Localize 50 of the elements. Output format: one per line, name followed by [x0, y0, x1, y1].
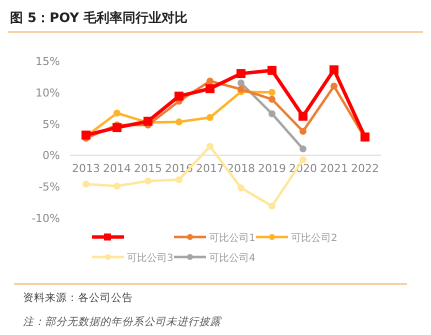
- y-tick-label: -10%: [32, 212, 60, 225]
- y-tick-label: 15%: [36, 55, 60, 68]
- point: [300, 128, 306, 135]
- point: [238, 79, 244, 86]
- point: [206, 114, 214, 122]
- point: [268, 202, 276, 210]
- point: [300, 145, 306, 152]
- point: [114, 182, 120, 190]
- point: [238, 184, 244, 192]
- x-tick-label: 2015: [134, 162, 162, 176]
- y-tick-label: 0%: [42, 149, 60, 162]
- x-tick-label: 2018: [227, 162, 255, 176]
- point: [174, 92, 184, 101]
- point: [330, 82, 338, 90]
- point: [268, 66, 276, 75]
- x-tick-label: 2021: [320, 162, 348, 176]
- point: [236, 69, 246, 78]
- point: [268, 88, 276, 96]
- y-tick-label: -5%: [38, 180, 60, 194]
- point: [238, 86, 244, 93]
- x-tick-label: 2022: [351, 162, 379, 176]
- point: [330, 65, 338, 74]
- x-tick-label: 2013: [72, 162, 100, 176]
- point: [82, 180, 90, 188]
- y-tick-label: 5%: [42, 118, 60, 131]
- x-tick-label: 2019: [258, 162, 286, 176]
- point: [300, 156, 306, 164]
- point: [268, 96, 276, 103]
- text: 注：部分无数据的年份系公司未进行披露: [23, 316, 222, 328]
- point: [206, 78, 214, 85]
- point: [112, 123, 122, 132]
- chart-title: 图 5：POY 毛利率同行业对比: [10, 10, 188, 26]
- point: [360, 132, 370, 142]
- point: [298, 112, 308, 121]
- legend-label: 可比公司1: [209, 232, 256, 244]
- point: [144, 177, 152, 184]
- point: [176, 176, 182, 184]
- point: [268, 110, 276, 118]
- x-tick-label: 2017: [196, 162, 224, 176]
- x-tick-label: 2014: [103, 162, 131, 176]
- y-tick-label: 10%: [36, 86, 60, 100]
- point: [176, 118, 182, 126]
- legend-label: 可比公司3: [127, 252, 174, 264]
- text: 资料来源：各公司公告: [23, 291, 133, 304]
- point: [206, 84, 214, 94]
- legend-label: 可比公司2: [291, 232, 338, 244]
- point: [114, 110, 120, 117]
- legend-label: 可比公司4: [209, 252, 256, 264]
- point: [206, 142, 214, 150]
- point: [144, 116, 152, 126]
